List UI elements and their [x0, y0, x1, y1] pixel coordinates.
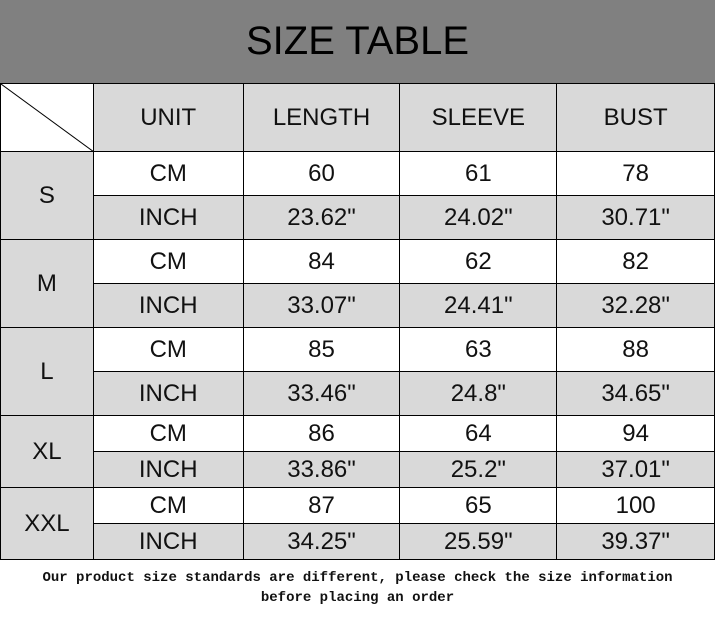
table-row: S CM 60 61 78 — [0, 151, 715, 240]
sleeve-cell: 24.02" — [399, 195, 558, 240]
bust-cell: 32.28" — [556, 283, 715, 328]
bust-cell: 34.65" — [556, 371, 715, 416]
length-cell: 85 — [242, 327, 401, 372]
sleeve-cell: 61 — [399, 151, 558, 196]
unit-cell: INCH — [92, 451, 244, 488]
table-row: L CM 85 63 88 — [0, 327, 715, 416]
length-cell: 34.25" — [242, 523, 401, 560]
unit-cell: INCH — [92, 523, 244, 560]
size-label: L — [0, 327, 94, 416]
bust-cell: 37.01" — [556, 451, 715, 488]
table-row: INCH 33.46" 24.8" 34.65" — [1, 371, 715, 416]
header-bust: BUST — [556, 83, 715, 152]
table-row: INCH 34.25" 25.59" 39.37" — [1, 523, 715, 560]
header-unit: UNIT — [92, 83, 244, 152]
table-row: INCH 33.86" 25.2" 37.01" — [1, 451, 715, 488]
unit-cell: CM — [92, 415, 244, 452]
size-label: S — [0, 151, 94, 240]
length-cell: 86 — [242, 415, 401, 452]
sleeve-cell: 62 — [399, 239, 558, 284]
length-cell: 60 — [242, 151, 401, 196]
table-row: INCH 33.07" 24.41" 32.28" — [1, 283, 715, 328]
table-row: XL CM 86 64 94 — [0, 415, 715, 488]
header-row: UNIT LENGTH SLEEVE BUST — [0, 83, 715, 152]
size-table: UNIT LENGTH SLEEVE BUST S CM 60 61 78 INCH 23.… — [0, 83, 715, 560]
page-title: SIZE TABLE — [0, 0, 715, 83]
footer-line-1: Our product size standards are different… — [42, 570, 673, 586]
length-cell: 84 — [242, 239, 401, 284]
corner-cell — [0, 83, 94, 152]
length-cell: 87 — [242, 487, 401, 524]
unit-cell: INCH — [92, 195, 244, 240]
unit-cell: INCH — [92, 283, 244, 328]
bust-cell: 82 — [556, 239, 715, 284]
sleeve-cell: 25.2" — [399, 451, 558, 488]
size-label: XXL — [0, 487, 94, 560]
sleeve-cell: 65 — [399, 487, 558, 524]
sleeve-cell: 25.59" — [399, 523, 558, 560]
size-label: XL — [0, 415, 94, 488]
length-cell: 33.86" — [242, 451, 401, 488]
bust-cell: 94 — [556, 415, 715, 452]
sleeve-cell: 24.8" — [399, 371, 558, 416]
unit-cell: INCH — [92, 371, 244, 416]
footer-line-2: before placing an order — [260, 590, 455, 606]
unit-cell: CM — [92, 151, 244, 196]
table-row: M CM 84 62 82 — [0, 239, 715, 328]
footer-note: Our product size standards are different… — [0, 560, 715, 608]
header-length: LENGTH — [242, 83, 401, 152]
unit-cell: CM — [92, 487, 244, 524]
diagonal-line — [1, 84, 94, 152]
bust-cell: 39.37" — [556, 523, 715, 560]
length-cell: 23.62" — [242, 195, 401, 240]
bust-cell: 100 — [556, 487, 715, 524]
sleeve-cell: 24.41" — [399, 283, 558, 328]
table-row: INCH 23.62" 24.02" 30.71" — [1, 195, 715, 240]
bust-cell: 88 — [556, 327, 715, 372]
size-label: M — [0, 239, 94, 328]
bust-cell: 78 — [556, 151, 715, 196]
header-sleeve: SLEEVE — [399, 83, 558, 152]
unit-cell: CM — [92, 327, 244, 372]
table-row: XXL CM 87 65 100 — [0, 487, 715, 560]
sleeve-cell: 63 — [399, 327, 558, 372]
length-cell: 33.46" — [242, 371, 401, 416]
bust-cell: 30.71" — [556, 195, 715, 240]
unit-cell: CM — [92, 239, 244, 284]
length-cell: 33.07" — [242, 283, 401, 328]
sleeve-cell: 64 — [399, 415, 558, 452]
